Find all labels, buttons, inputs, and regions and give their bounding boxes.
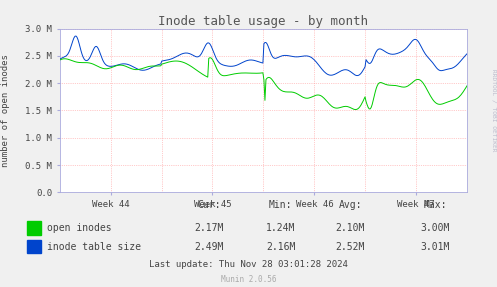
Text: inode table size: inode table size (47, 242, 141, 252)
Text: Munin 2.0.56: Munin 2.0.56 (221, 275, 276, 284)
Text: 2.52M: 2.52M (335, 242, 365, 252)
Text: 3.00M: 3.00M (420, 223, 450, 233)
Text: Min:: Min: (269, 200, 293, 210)
Text: number of open inodes: number of open inodes (1, 54, 10, 167)
Text: 1.24M: 1.24M (266, 223, 296, 233)
Text: Max:: Max: (423, 200, 447, 210)
Text: 2.17M: 2.17M (194, 223, 224, 233)
Text: Avg:: Avg: (338, 200, 362, 210)
Text: RRDTOOL / TOBI OETIKER: RRDTOOL / TOBI OETIKER (491, 69, 496, 152)
Text: 2.10M: 2.10M (335, 223, 365, 233)
Text: open inodes: open inodes (47, 223, 111, 233)
Text: 2.16M: 2.16M (266, 242, 296, 252)
Text: Cur:: Cur: (197, 200, 221, 210)
Title: Inode table usage - by month: Inode table usage - by month (159, 15, 368, 28)
Text: Last update: Thu Nov 28 03:01:28 2024: Last update: Thu Nov 28 03:01:28 2024 (149, 261, 348, 269)
Text: 2.49M: 2.49M (194, 242, 224, 252)
Text: 3.01M: 3.01M (420, 242, 450, 252)
